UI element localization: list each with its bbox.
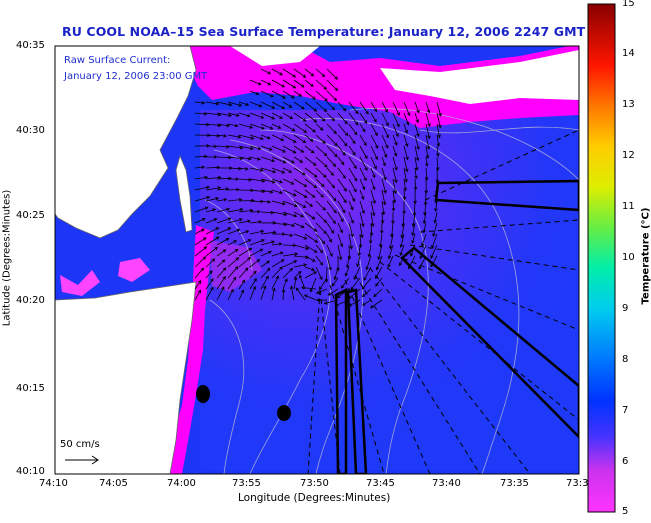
xtick: 74:00 — [167, 478, 196, 489]
xtick: 73:40 — [432, 478, 461, 489]
colorbar-tick: 6 — [622, 456, 628, 467]
colorbar-tick: 12 — [622, 150, 635, 161]
xtick: 74:10 — [39, 478, 68, 489]
current-panel-label: Raw Surface Current: — [64, 55, 170, 66]
xtick: 73:35 — [500, 478, 529, 489]
ytick: 40:20 — [16, 295, 45, 306]
x-axis-label: Longitude (Degrees:Minutes) — [238, 492, 390, 504]
xtick: 73:55 — [232, 478, 261, 489]
station-marker — [196, 385, 210, 403]
map-title: RU COOL NOAA–15 Sea Surface Temperature:… — [62, 24, 585, 39]
colorbar-tick: 13 — [622, 99, 635, 110]
y-axis-label: Latitude (Degrees:Minutes) — [2, 190, 13, 326]
temperature-field — [200, 110, 580, 470]
colorbar-tick: 11 — [622, 201, 635, 212]
map-plot — [55, 44, 580, 474]
station-marker — [277, 405, 291, 421]
xtick: 73:50 — [300, 478, 329, 489]
ytick: 40:15 — [16, 383, 45, 394]
colorbar-tick: 5 — [622, 506, 628, 517]
ytick: 40:35 — [16, 40, 45, 51]
colorbar-tick: 15 — [622, 0, 635, 9]
colorbar-tick: 9 — [622, 303, 628, 314]
ytick: 40:25 — [16, 210, 45, 221]
ytick: 40:30 — [16, 125, 45, 136]
colorbar-tick: 8 — [622, 354, 628, 365]
colorbar-tick: 7 — [622, 405, 628, 416]
xtick: 73:45 — [366, 478, 395, 489]
xtick: 74:05 — [99, 478, 128, 489]
colorbar-tick: 10 — [622, 252, 635, 263]
current-panel-time: January 12, 2006 23:00 GMT — [64, 71, 207, 82]
xtick: 73:3 — [566, 478, 588, 489]
scale-vector-label: 50 cm/s — [60, 439, 100, 450]
colorbar — [588, 4, 615, 512]
ytick: 40:10 — [16, 466, 45, 477]
colorbar-tick: 14 — [622, 48, 635, 59]
colorbar-label: Temperature (°C) — [641, 208, 651, 305]
